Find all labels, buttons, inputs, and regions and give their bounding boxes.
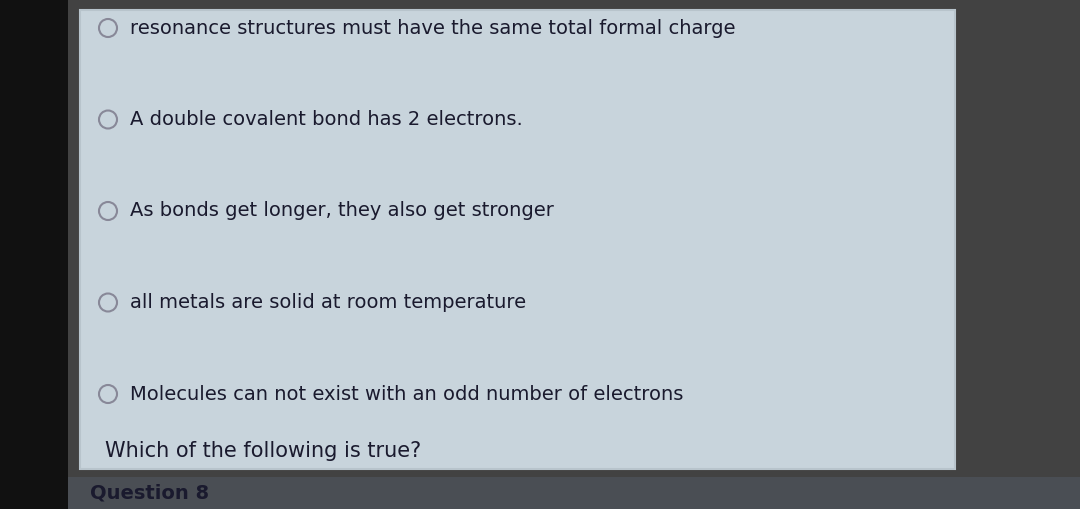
- Text: As bonds get longer, they also get stronger: As bonds get longer, they also get stron…: [130, 202, 554, 220]
- Text: Question 8: Question 8: [90, 484, 210, 502]
- Text: A double covalent bond has 2 electrons.: A double covalent bond has 2 electrons.: [130, 110, 523, 129]
- Text: resonance structures must have the same total formal charge: resonance structures must have the same …: [130, 18, 735, 38]
- Bar: [68, 477, 1080, 509]
- FancyBboxPatch shape: [80, 10, 955, 469]
- Text: Which of the following is true?: Which of the following is true?: [105, 441, 421, 461]
- Text: all metals are solid at room temperature: all metals are solid at room temperature: [130, 293, 526, 312]
- Bar: [0, 0, 68, 509]
- Text: Molecules can not exist with an odd number of electrons: Molecules can not exist with an odd numb…: [130, 384, 684, 404]
